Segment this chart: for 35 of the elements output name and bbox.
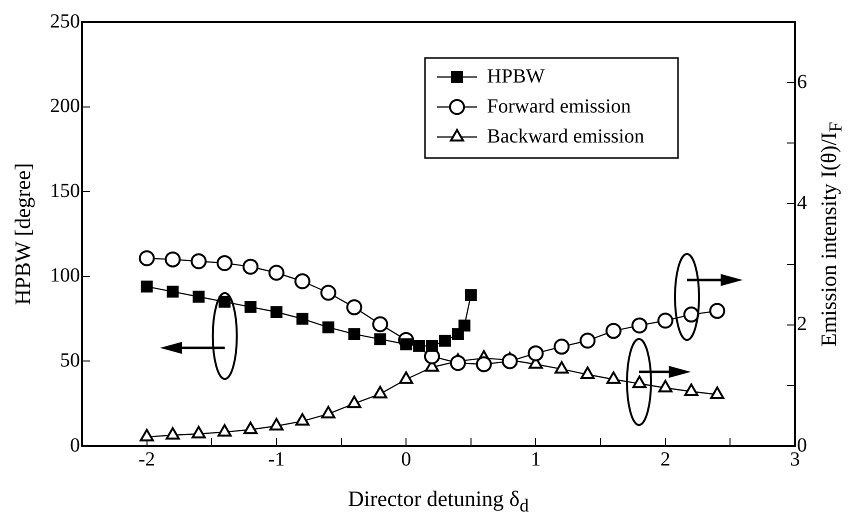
point <box>458 320 470 332</box>
point <box>192 290 205 303</box>
y2-tick-label: 4 <box>797 192 807 214</box>
y-tick-label: 0 <box>70 434 80 456</box>
x-tick-label: -1 <box>268 448 285 470</box>
point <box>270 306 282 318</box>
point <box>166 286 179 298</box>
y-axis-title: HPBW [degree] <box>10 163 36 305</box>
legend-label: Forward emission <box>487 95 631 118</box>
y-tick-label: 200 <box>50 95 80 118</box>
point <box>439 334 451 347</box>
point <box>218 296 231 308</box>
point <box>348 328 360 340</box>
y-tick-label: 150 <box>50 180 80 202</box>
point <box>244 300 256 313</box>
y2-tick-label: 2 <box>797 313 807 336</box>
y-tick-label: 100 <box>50 264 80 287</box>
x-tick-label: 0 <box>401 448 412 470</box>
y2-tick-label: 6 <box>797 70 807 93</box>
point <box>464 289 477 302</box>
point <box>413 340 426 352</box>
x-axis-title: Director detuning δ$_{d}$ <box>348 486 529 516</box>
y-tick-label: 250 <box>50 10 80 32</box>
point <box>296 312 308 325</box>
x-tick-label: 2 <box>660 448 670 470</box>
x-tick-label: -2 <box>138 448 156 470</box>
x-tick-label: 1 <box>530 448 541 470</box>
point <box>374 333 386 346</box>
legend-label: Backward emission <box>487 125 644 148</box>
point <box>140 280 153 293</box>
y-tick-label: 50 <box>60 349 80 372</box>
y2-tick-label: 0 <box>797 434 807 456</box>
point <box>426 340 438 352</box>
legend-label: HPBW <box>487 65 545 88</box>
point <box>322 321 334 334</box>
